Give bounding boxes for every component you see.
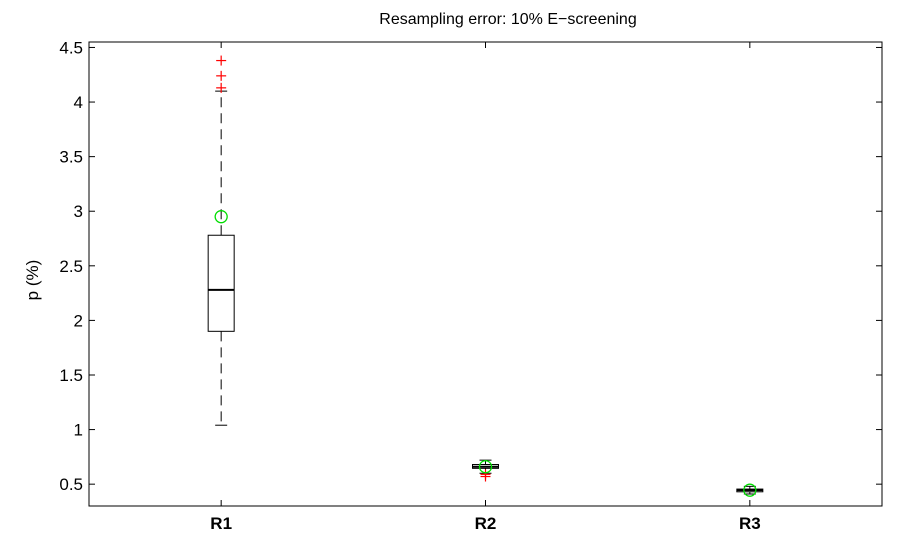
y-tick-label: 1	[74, 421, 83, 440]
mean-marker	[478, 460, 493, 474]
chart-title: Resampling error: 10% E−screening	[379, 11, 636, 28]
x-tick-label: R3	[739, 514, 761, 533]
y-tick-label: 4.5	[59, 38, 83, 57]
y-tick-label: 2	[74, 311, 83, 330]
x-tick-label: R1	[210, 514, 232, 533]
y-tick-label: 1.5	[59, 366, 83, 385]
iqr-box	[207, 234, 235, 332]
y-axis-label: p (%)	[23, 260, 42, 301]
y-tick-label: 2.5	[59, 257, 83, 276]
mean-marker	[743, 483, 757, 497]
y-tick-label: 0.5	[59, 475, 83, 494]
y-tick-label: 3	[74, 202, 83, 221]
x-axis: R1 R2 R3	[210, 42, 761, 533]
box-r2	[472, 459, 499, 482]
x-tick-label: R2	[475, 514, 497, 533]
mean-marker	[214, 210, 228, 224]
y-axis: 0.5 1 1.5 2 2.5 3 3.5 4 4.5	[59, 38, 882, 494]
box-r3	[736, 483, 764, 497]
boxes-layer	[207, 55, 764, 497]
y-tick-label: 4	[74, 93, 83, 112]
box-r1	[207, 55, 235, 426]
y-tick-label: 3.5	[59, 148, 83, 167]
